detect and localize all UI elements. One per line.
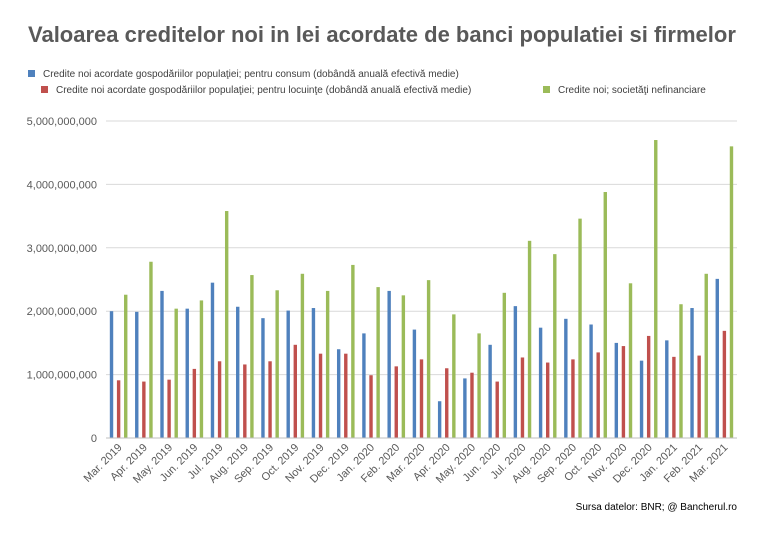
bar-series-1 xyxy=(564,318,568,438)
bar-series-3 xyxy=(729,146,734,439)
bar-series-3 xyxy=(275,290,279,438)
bar-series-2 xyxy=(596,352,600,438)
bar-series-1 xyxy=(261,318,265,438)
bar-series-3 xyxy=(502,292,507,438)
legend-label-consum: Credite noi acordate gospodăriilor popul… xyxy=(43,69,459,80)
bar-series-3 xyxy=(351,264,355,438)
bar-series-3 xyxy=(578,218,582,438)
bar-series-3 xyxy=(452,314,456,438)
bar-series-2 xyxy=(116,380,121,438)
bar-series-3 xyxy=(553,254,557,438)
legend-swatch-locuinte xyxy=(41,86,48,93)
bar-series-1 xyxy=(463,378,467,438)
bar-series-1 xyxy=(135,311,139,438)
bar-series-1 xyxy=(387,290,391,438)
bar-series-1 xyxy=(538,327,543,438)
legend-label-societati: Credite noi; societăţi nefinanciare xyxy=(558,85,706,96)
bar-series-1 xyxy=(665,340,669,438)
bar-series-2 xyxy=(697,355,701,438)
bar-series-2 xyxy=(546,362,550,438)
y-tick-label: 0 xyxy=(91,433,97,445)
legend-item-societati: Credite noi; societăţi nefinanciare xyxy=(543,85,706,96)
bar-series-2 xyxy=(722,330,727,438)
bar-series-1 xyxy=(362,333,366,438)
bar-series-3 xyxy=(199,300,204,438)
bar-series-1 xyxy=(336,349,341,438)
bar-series-1 xyxy=(286,310,290,438)
bar-series-2 xyxy=(167,379,171,438)
bar-series-1 xyxy=(488,344,492,438)
bar-series-1 xyxy=(614,342,619,438)
y-tick-label: 2,000,000,000 xyxy=(27,306,97,318)
source-note: Sursa datelor: BNR; @ Bancherul.ro xyxy=(575,502,737,513)
bar-series-1 xyxy=(412,329,417,438)
bar-series-2 xyxy=(571,359,575,438)
bar-series-3 xyxy=(149,261,153,438)
bar-series-1 xyxy=(589,324,593,438)
bar-series-2 xyxy=(217,361,222,438)
bar-series-2 xyxy=(394,366,398,438)
bar-series-3 xyxy=(704,273,708,438)
bar-series-3 xyxy=(679,304,683,438)
legend-swatch-consum xyxy=(28,70,35,77)
bar-series-3 xyxy=(250,275,254,438)
legend-item-locuinte: Credite noi acordate gospodăriilor popul… xyxy=(41,85,471,96)
bar-series-1 xyxy=(715,278,719,438)
bar-series-3 xyxy=(376,287,380,438)
y-tick-label: 3,000,000,000 xyxy=(27,243,97,255)
bar-series-3 xyxy=(224,211,229,438)
bar-series-3 xyxy=(174,308,178,438)
bar-series-2 xyxy=(293,344,297,438)
bar-series-2 xyxy=(445,368,449,438)
bar-series-2 xyxy=(192,368,197,438)
bar-series-1 xyxy=(236,306,240,438)
bar-series-2 xyxy=(243,364,247,438)
bar-series-1 xyxy=(513,306,518,438)
bar-series-2 xyxy=(621,346,626,438)
bar-series-2 xyxy=(369,375,373,438)
bar-series-2 xyxy=(268,361,272,438)
bar-series-2 xyxy=(520,357,525,438)
bar-series-3 xyxy=(603,192,607,438)
bar-series-1 xyxy=(109,311,114,438)
legend-swatch-societati xyxy=(543,86,550,93)
bar-series-1 xyxy=(690,308,694,438)
bar-series-3 xyxy=(300,273,305,438)
legend-label-locuinte: Credite noi acordate gospodăriilor popul… xyxy=(56,85,472,96)
bar-series-3 xyxy=(401,295,406,438)
bar-series-3 xyxy=(527,240,532,438)
bar-series-1 xyxy=(185,308,189,438)
bar-series-1 xyxy=(160,290,164,438)
bar-series-1 xyxy=(311,308,316,438)
bar-series-1 xyxy=(639,360,644,438)
y-tick-label: 4,000,000,000 xyxy=(27,179,97,191)
bar-series-3 xyxy=(654,140,658,438)
bar-series-2 xyxy=(646,335,651,438)
bar-series-2 xyxy=(419,359,424,438)
bar-series-3 xyxy=(124,294,128,438)
legend-item-consum: Credite noi acordate gospodăriilor popul… xyxy=(28,69,459,80)
bar-series-3 xyxy=(477,333,481,438)
bar-series-2 xyxy=(470,372,474,438)
bar-series-1 xyxy=(437,401,442,438)
y-tick-label: 1,000,000,000 xyxy=(27,370,97,382)
bar-series-3 xyxy=(325,290,330,438)
bar-series-2 xyxy=(344,353,348,438)
y-tick-label: 5,000,000,000 xyxy=(27,116,97,128)
bar-series-1 xyxy=(210,282,215,438)
bar-series-2 xyxy=(142,381,146,438)
bar-series-2 xyxy=(672,356,676,438)
bar-series-2 xyxy=(495,381,499,438)
bar-series-3 xyxy=(426,280,431,438)
bar-series-2 xyxy=(318,353,323,438)
bar-series-3 xyxy=(628,283,633,438)
chart-title: Valoarea creditelor noi in lei acordate … xyxy=(28,22,736,47)
